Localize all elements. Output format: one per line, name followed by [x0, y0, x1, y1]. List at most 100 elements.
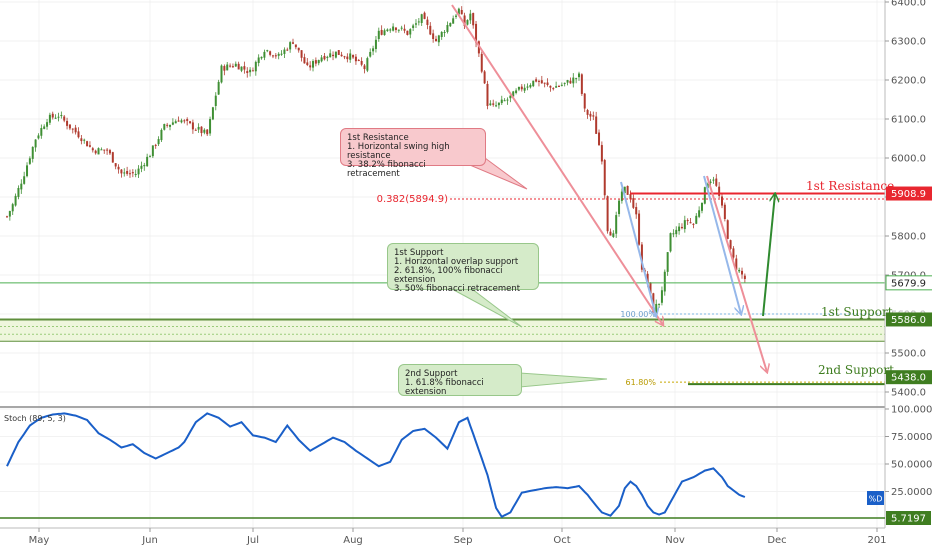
candle-body [131, 172, 134, 174]
candle-body [37, 135, 40, 139]
candle-body [246, 71, 249, 73]
candle-body [512, 91, 515, 97]
candle-body [171, 122, 174, 125]
candle-body [698, 210, 701, 217]
candle-body [469, 13, 472, 21]
candle-body [560, 84, 563, 86]
candle-body [563, 82, 566, 84]
candle-body [128, 173, 131, 175]
candle-body [572, 77, 575, 84]
candle-body [11, 204, 14, 212]
fib-382-label: 0.382(5894.9) [377, 194, 449, 205]
candle-body [486, 83, 489, 106]
candle-body [669, 233, 672, 252]
candle-body [380, 29, 383, 35]
candle-body [83, 139, 86, 141]
candle-body [274, 55, 277, 57]
candle-body [46, 122, 49, 127]
projection-arrow-green [762, 194, 775, 317]
candle-body [566, 80, 569, 83]
candle-body [334, 51, 337, 58]
candle-body [77, 131, 80, 138]
candle-body [143, 165, 146, 167]
candle-body [234, 63, 237, 67]
candle-body [543, 82, 546, 84]
resistance-price-tag: 5908.9 [886, 186, 932, 201]
candle-body [309, 65, 312, 68]
candle-body [423, 12, 426, 19]
candle-body [6, 216, 8, 218]
candle-body [452, 18, 455, 24]
candle-body [140, 165, 143, 169]
candle-body [26, 165, 29, 177]
svg-text:5.7197: 5.7197 [891, 514, 926, 525]
candle-body [609, 231, 612, 236]
support1-callout-line: 1. Horizontal overlap support [394, 257, 519, 267]
candle-body [455, 15, 458, 17]
support2-callout-title: 2nd Support [405, 369, 458, 379]
support2-label: 2nd Support [818, 363, 894, 377]
candle-body [63, 116, 66, 121]
candle-body [429, 25, 432, 35]
price-tick-label: 5500.0 [891, 349, 926, 360]
candle-body [555, 86, 558, 88]
time-tick-label: Nov [665, 535, 685, 546]
candle-body [126, 171, 129, 174]
candle-body [166, 124, 169, 126]
candle-body [137, 168, 140, 175]
candle-body [186, 119, 189, 121]
candle-body [337, 50, 340, 55]
stoch-tick-label: 100.0000 [891, 405, 932, 416]
candle-body [80, 138, 83, 142]
candle-body [340, 54, 343, 57]
candle-body [403, 28, 406, 31]
time-tick-label: Aug [343, 535, 363, 546]
candle-body [532, 80, 535, 87]
candle-body [435, 38, 437, 42]
stoch-tick-label: 50.0000 [891, 460, 932, 471]
candle-body [209, 119, 212, 134]
candle-body [409, 29, 412, 35]
candle-body [440, 32, 443, 38]
candle-body [240, 66, 243, 71]
candle-body [191, 122, 194, 130]
candle-body [169, 124, 172, 127]
trend-arrow-red [451, 4, 663, 325]
candle-body [549, 85, 552, 88]
candle-body [406, 30, 409, 35]
stoch-value-tag: 5.7197 [886, 511, 931, 525]
candle-body [377, 30, 380, 40]
candle-body [741, 270, 744, 275]
resistance-callout-title: 1st Resistance [347, 133, 409, 143]
candle-body [303, 57, 306, 64]
candle-body [211, 107, 214, 120]
candle-body [578, 73, 580, 78]
horizontal-grid [0, 1, 885, 492]
price-tick-label: 6400.0 [891, 0, 926, 9]
candle-body [672, 233, 675, 235]
candle-body [271, 55, 274, 57]
candle-body [34, 139, 37, 148]
candle-body [300, 50, 303, 58]
candle-body [626, 185, 629, 195]
price-tick-label: 6300.0 [891, 37, 926, 48]
candle-body [592, 115, 595, 117]
candle-body [635, 207, 638, 215]
candle-body [397, 29, 400, 31]
candle-body [569, 80, 572, 84]
candle-body [492, 103, 495, 105]
candle-body [615, 215, 618, 234]
candle-body [603, 160, 606, 196]
candle-body [257, 57, 260, 64]
candle-body [123, 172, 126, 174]
candle-body [114, 163, 117, 167]
candle-body [457, 8, 460, 15]
candle-body [31, 146, 34, 159]
candle-body [243, 66, 246, 70]
stoch-d-tag: %D [867, 491, 884, 505]
candle-body [74, 127, 77, 133]
candle-body [663, 271, 666, 292]
candle-body [372, 48, 375, 52]
candle-body [231, 66, 234, 68]
price-tick-label: 6200.0 [891, 76, 926, 87]
